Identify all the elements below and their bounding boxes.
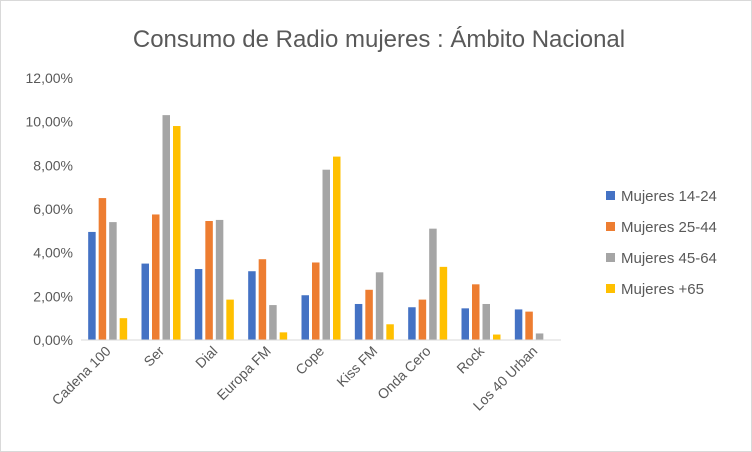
bar (514, 309, 523, 340)
bar (333, 156, 341, 340)
x-tick-label: Dial (192, 343, 220, 371)
x-tick-label: Europa FM (214, 343, 274, 403)
y-tick-label: 12,00% (26, 70, 73, 86)
bar (152, 214, 160, 340)
x-tick-label: Onda Cero (374, 343, 434, 403)
chart-title: Consumo de Radio mujeres : Ámbito Nacion… (133, 26, 625, 53)
bar (119, 318, 128, 340)
y-tick-label: 2,00% (33, 288, 73, 304)
legend-label: Mujeres +65 (621, 281, 704, 298)
y-axis: 0,00% 2,00% 4,00% 6,00% 8,00% 10,00% 12,00% (26, 70, 73, 348)
bar (162, 115, 170, 341)
bar (365, 289, 373, 340)
bar (205, 221, 213, 340)
legend-swatch (606, 191, 615, 200)
bar (535, 333, 544, 340)
legend-swatch (606, 284, 615, 293)
x-tick-label: Rock (453, 342, 488, 377)
bar (98, 198, 107, 340)
bar (461, 308, 469, 340)
bar (386, 324, 394, 340)
bar (472, 284, 480, 340)
y-tick-label: 4,00% (33, 245, 73, 261)
bar (215, 219, 224, 340)
bar (418, 299, 427, 340)
y-tick-label: 0,00% (33, 332, 73, 348)
bar (439, 266, 448, 340)
bar (194, 269, 203, 340)
x-tick-label: Kiss FM (333, 343, 380, 390)
bar (354, 303, 363, 340)
y-tick-label: 8,00% (33, 157, 73, 173)
legend-swatch (606, 253, 615, 262)
bar (408, 307, 416, 340)
bar (248, 271, 256, 340)
bar (525, 311, 533, 340)
bar (109, 222, 117, 340)
bar (312, 262, 320, 340)
bar (269, 305, 277, 340)
legend-label: Mujeres 25-44 (621, 219, 717, 236)
bar (88, 231, 96, 340)
y-tick-label: 10,00% (26, 114, 73, 130)
bar (279, 332, 288, 340)
legend: Mujeres 14-24 Mujeres 25-44 Mujeres 45-64 M… (606, 188, 717, 298)
bar (141, 263, 149, 340)
legend-swatch (606, 222, 615, 231)
bars (88, 115, 544, 341)
x-tick-label: Cadena 100 (49, 343, 114, 408)
y-tick-label: 6,00% (33, 201, 73, 217)
bar (482, 303, 490, 340)
x-tick-label: Ser (140, 343, 167, 370)
bar (322, 169, 330, 340)
bar (301, 295, 309, 340)
bar (226, 299, 234, 340)
bar (173, 126, 181, 340)
bar (375, 272, 384, 340)
bar (493, 334, 501, 340)
legend-label: Mujeres 45-64 (621, 250, 717, 267)
bar (429, 228, 437, 340)
x-tick-label: Cope (292, 343, 327, 378)
legend-label: Mujeres 14-24 (621, 188, 717, 205)
bar (258, 259, 267, 340)
